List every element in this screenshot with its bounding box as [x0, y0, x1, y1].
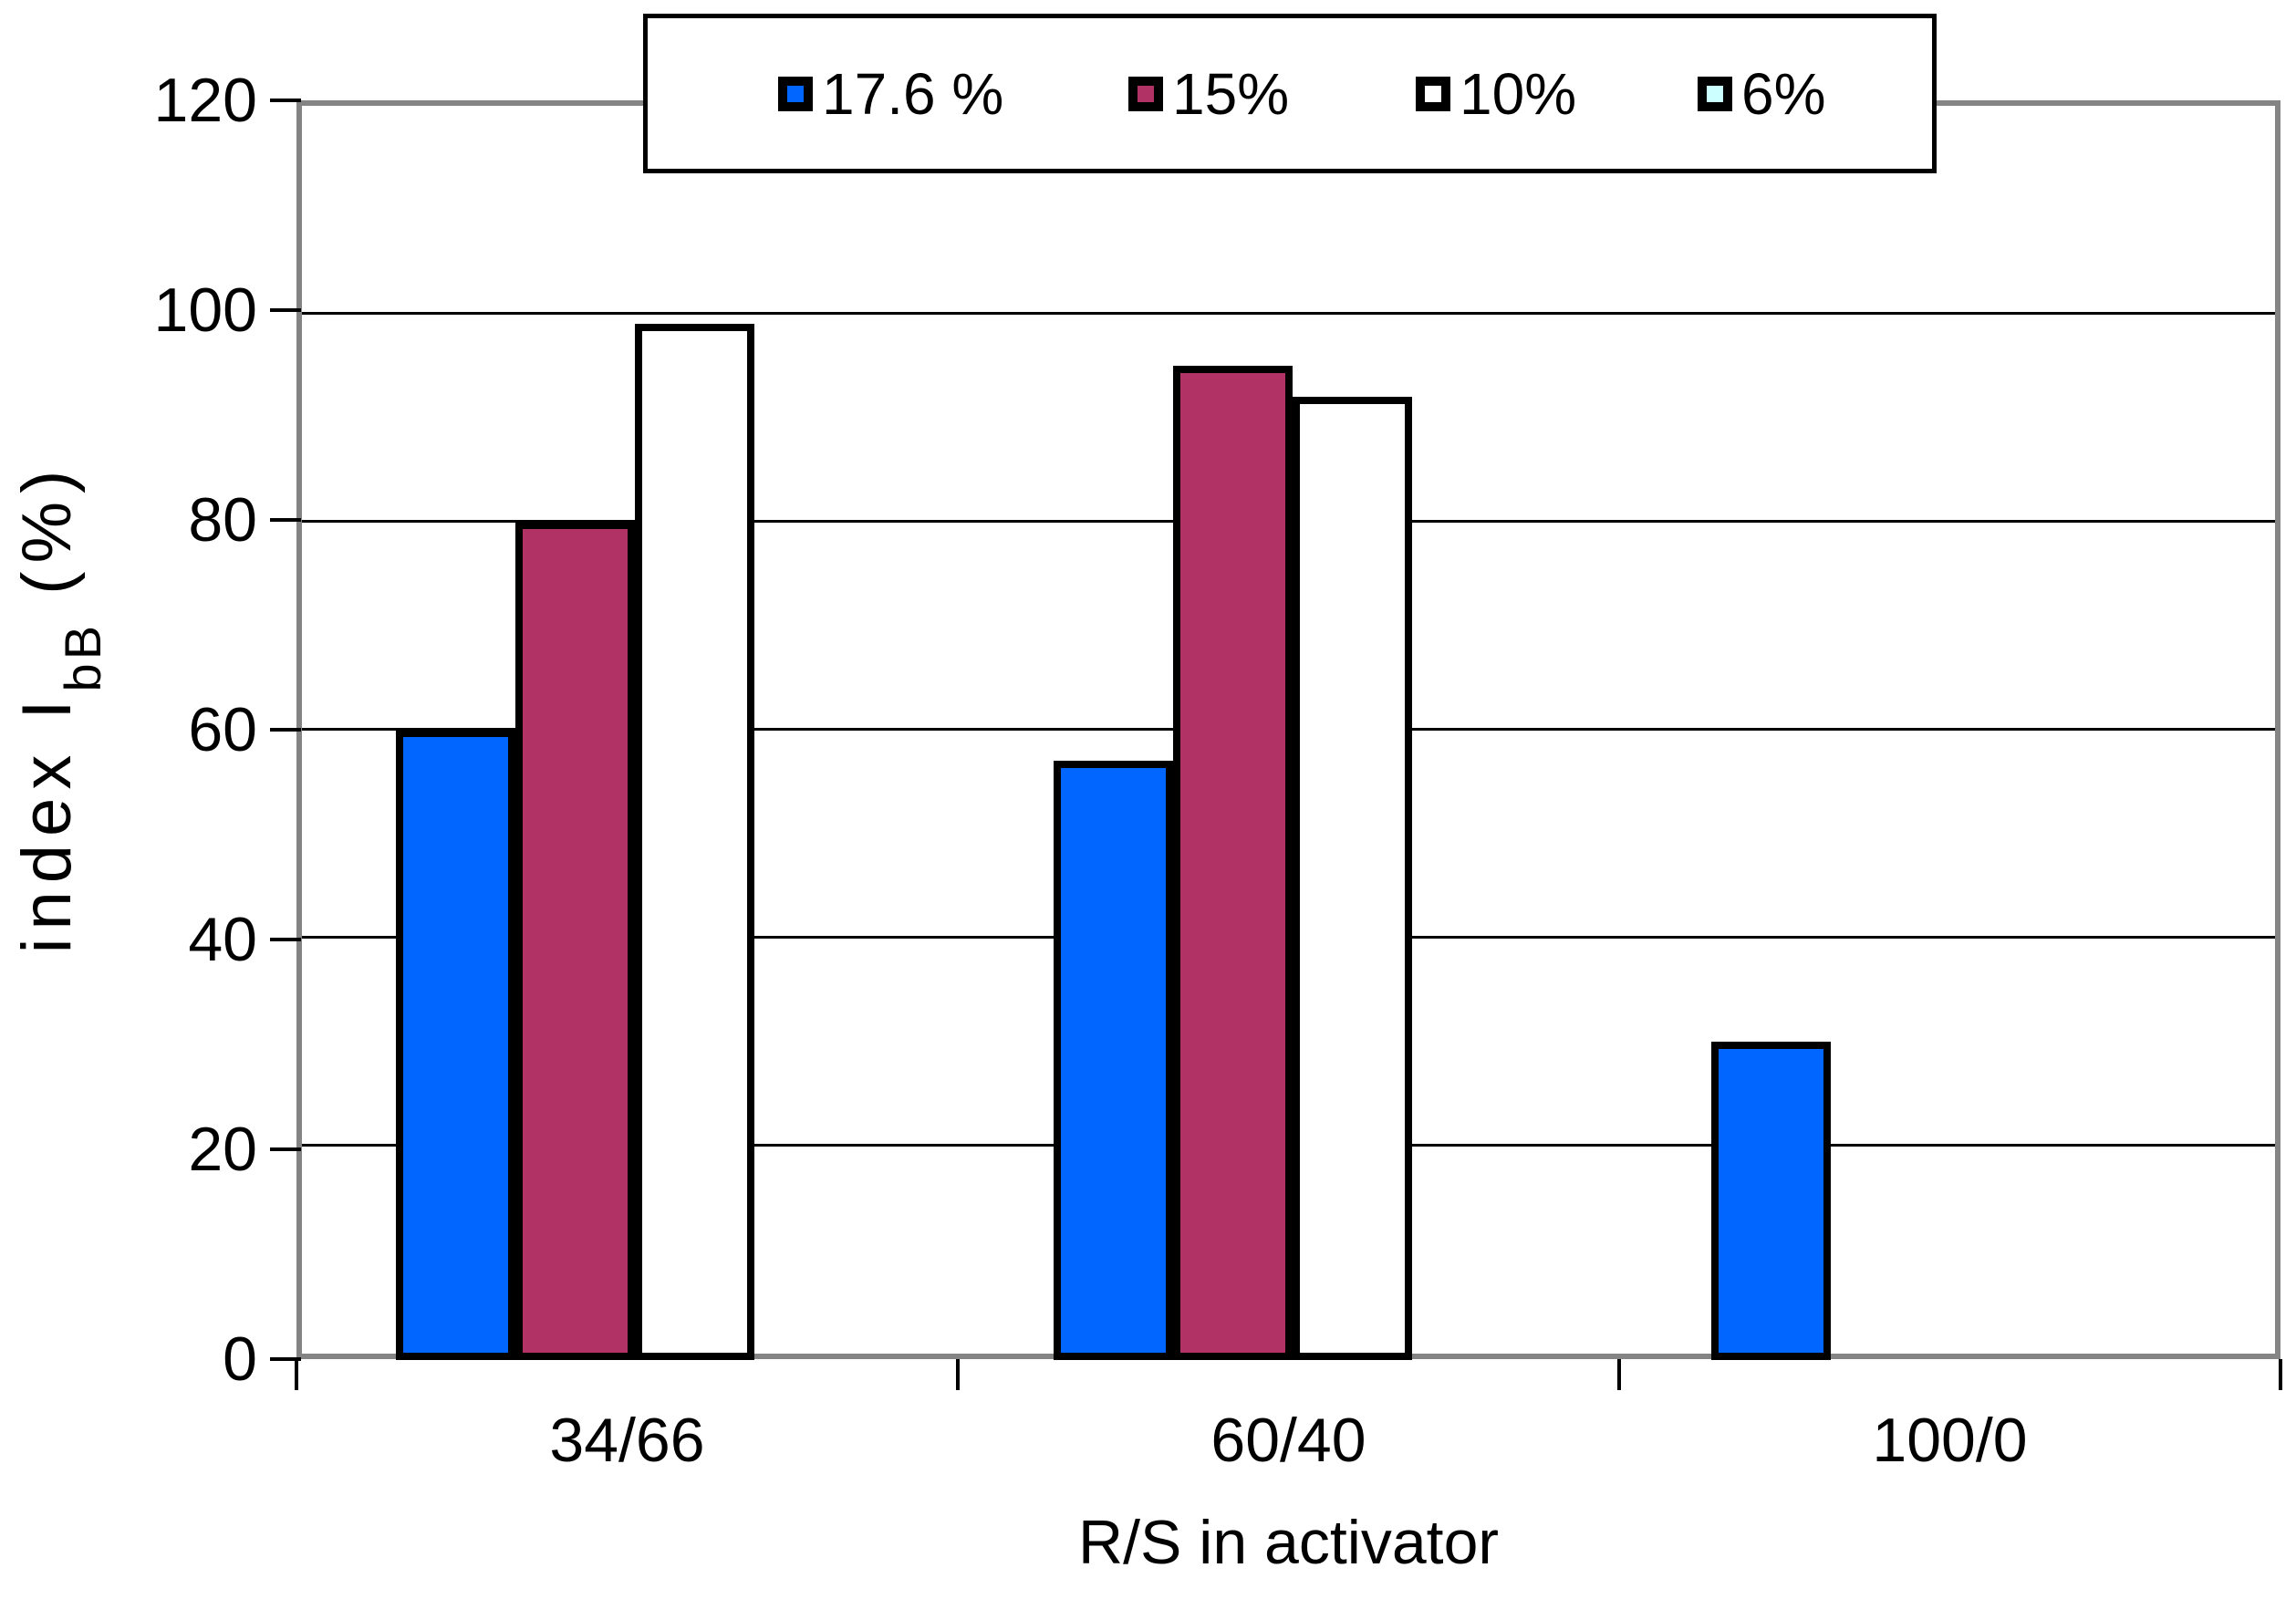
y-tick-100	[270, 308, 301, 312]
bar-100/0-17.6 %	[1711, 1042, 1832, 1360]
legend-marker-icon	[1698, 76, 1732, 111]
legend-item-15%: 15%	[1128, 18, 1289, 169]
y-tick-label-0: 0	[223, 1324, 257, 1394]
y-tick-120	[270, 99, 301, 102]
legend-label: 15%	[1172, 60, 1290, 127]
gridline-100	[302, 312, 2275, 315]
legend: 17.6 % 15% 10% 6%	[643, 14, 1937, 173]
bar-34/66-17.6 %	[396, 730, 516, 1360]
y-tick-label-100: 100	[153, 275, 257, 345]
legend-label: 10%	[1460, 60, 1577, 127]
legend-marker-icon	[1128, 76, 1163, 111]
legend-marker-icon	[1416, 76, 1450, 111]
y-tick-20	[270, 1147, 301, 1151]
x-tick-2	[1617, 1359, 1621, 1390]
y-tick-80	[270, 518, 301, 522]
x-axis-title: R/S in activator	[1077, 1508, 1500, 1577]
y-axis-title-subscript: bB	[54, 621, 112, 692]
legend-item-17.6 %: 17.6 %	[778, 18, 1003, 169]
bar-34/66-10%	[635, 324, 755, 1360]
y-tick-label-20: 20	[188, 1115, 257, 1184]
legend-item-6%: 6%	[1698, 18, 1826, 169]
x-category-label-100/0: 100/0	[1872, 1406, 2028, 1475]
legend-marker-icon	[778, 76, 813, 111]
bar-60/40-17.6 %	[1054, 761, 1174, 1360]
x-category-label-34/66: 34/66	[549, 1406, 705, 1475]
y-tick-label-60: 60	[188, 695, 257, 764]
y-tick-0	[270, 1357, 301, 1361]
x-category-label-60/40: 60/40	[1210, 1406, 1366, 1475]
legend-label: 6%	[1741, 60, 1826, 127]
bar-60/40-10%	[1293, 397, 1413, 1360]
bar-34/66-15%	[515, 522, 636, 1360]
y-tick-40	[270, 938, 301, 941]
y-tick-label-40: 40	[188, 905, 257, 974]
plot-area	[296, 100, 2280, 1360]
y-tick-60	[270, 728, 301, 732]
legend-item-10%: 10%	[1416, 18, 1576, 169]
x-tick-3	[2279, 1359, 2282, 1390]
y-tick-label-120: 120	[153, 66, 257, 135]
x-tick-1	[956, 1359, 960, 1390]
y-tick-label-80: 80	[188, 485, 257, 555]
bar-60/40-15%	[1173, 366, 1293, 1360]
x-tick-0	[295, 1359, 298, 1390]
legend-label: 17.6 %	[822, 60, 1004, 127]
